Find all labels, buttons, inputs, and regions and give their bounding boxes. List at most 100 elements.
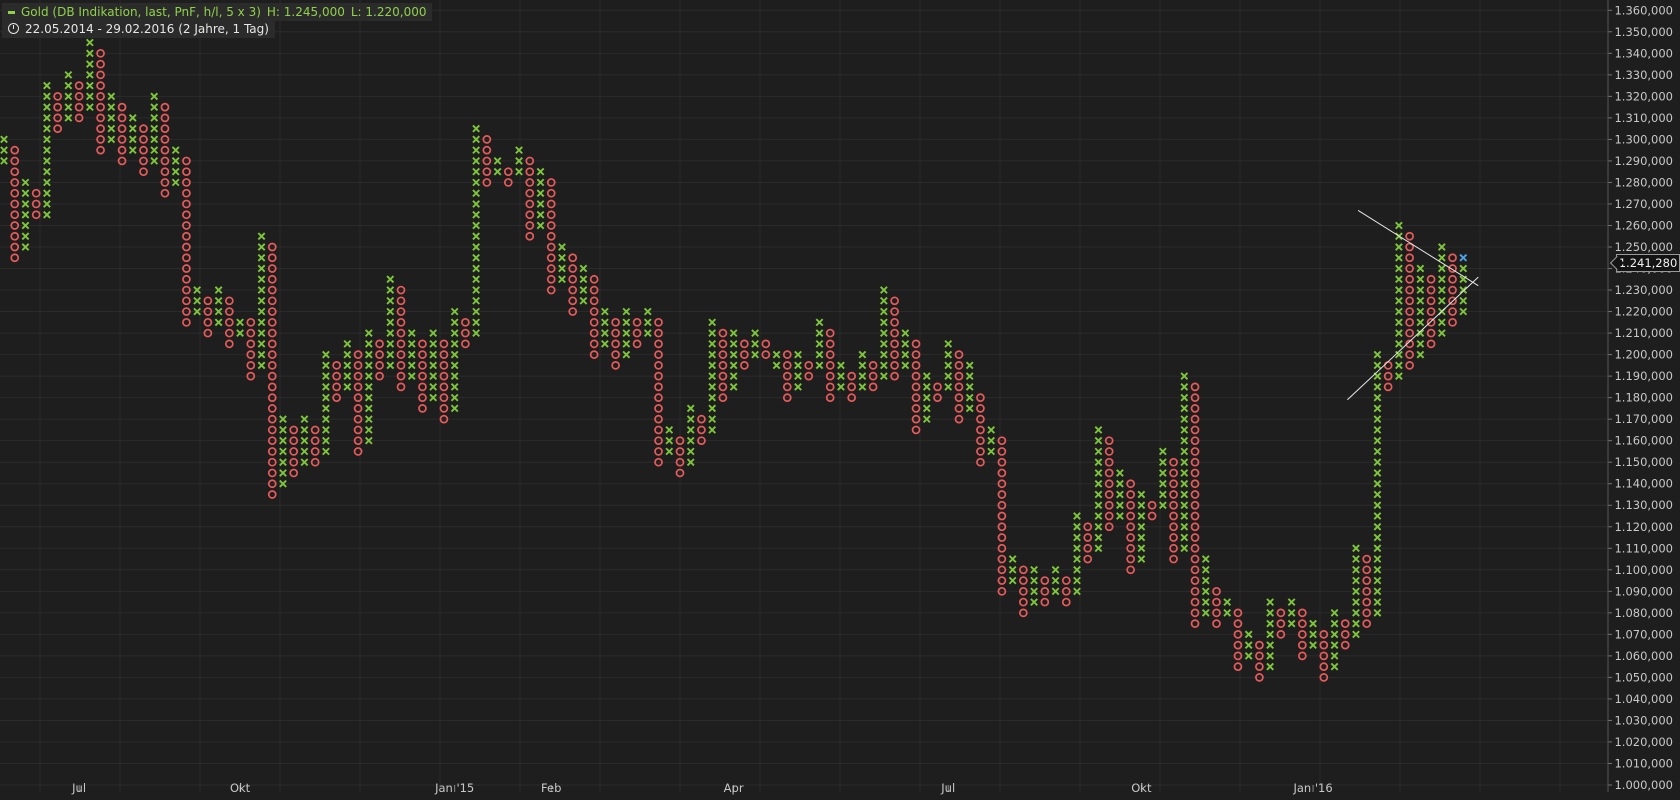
instrument-legend[interactable]: Gold (DB Indikation, last, PnF, h/l, 5 x…: [2, 3, 433, 21]
o-mark: [1126, 511, 1136, 521]
x-mark: [150, 124, 159, 133]
x-mark: [729, 350, 738, 359]
x-tick-label: Jul: [71, 781, 86, 795]
x-mark: [1158, 458, 1167, 467]
x-column: [1244, 630, 1253, 660]
o-mark: [224, 296, 234, 306]
o-mark: [332, 393, 341, 402]
o-mark: [568, 307, 578, 316]
o-mark: [332, 371, 341, 381]
x-mark: [1395, 372, 1403, 380]
x-mark: [1094, 501, 1103, 510]
o-mark: [396, 361, 406, 370]
x-mark: [1073, 555, 1081, 563]
o-mark: [1147, 511, 1157, 521]
o-mark: [160, 167, 170, 177]
o-mark: [1405, 307, 1414, 316]
o-mark: [1276, 619, 1286, 628]
x-mark: [1330, 641, 1339, 649]
o-mark: [482, 178, 492, 187]
o-mark: [10, 156, 20, 166]
x-mark: [1180, 404, 1189, 413]
o-mark: [353, 371, 363, 381]
x-mark: [1266, 598, 1275, 606]
x-mark: [279, 415, 287, 424]
x-mark: [85, 70, 94, 79]
o-mark: [525, 188, 535, 198]
y-tick-label: 1.210,000: [1614, 326, 1673, 340]
x-mark: [1459, 286, 1468, 294]
o-mark: [1169, 457, 1178, 467]
o-mark: [782, 361, 792, 370]
x-mark: [1352, 576, 1360, 585]
o-mark: [96, 48, 105, 58]
o-mark: [976, 425, 985, 435]
x-column: [429, 329, 438, 402]
x-mark: [1459, 275, 1468, 284]
x-mark: [601, 329, 609, 337]
x-mark: [751, 350, 759, 359]
o-mark: [1297, 640, 1307, 650]
period-range: 22.05.2014 - 29.02.2016 (2 Jahre, 1 Tag): [25, 22, 269, 36]
x-mark: [128, 114, 137, 122]
o-mark: [439, 414, 449, 424]
x-mark: [1180, 393, 1189, 402]
x-mark: [558, 253, 566, 262]
x-tick-label: Jan '16: [1292, 781, 1332, 795]
x-mark: [364, 339, 373, 348]
o-mark: [1061, 586, 1071, 596]
x-column: [128, 114, 137, 155]
x-mark: [708, 415, 717, 424]
o-mark: [525, 156, 535, 166]
x-mark: [837, 383, 845, 391]
y-tick-label: 1.330,000: [1614, 68, 1673, 82]
x-mark: [279, 469, 287, 477]
x-mark: [43, 103, 51, 111]
o-mark: [1426, 317, 1436, 327]
o-mark: [546, 199, 556, 209]
o-mark: [1448, 274, 1457, 284]
x-mark: [407, 339, 416, 348]
o-mark: [890, 339, 899, 349]
o-mark: [1319, 640, 1329, 650]
o-mark: [224, 339, 234, 349]
x-mark: [64, 103, 73, 111]
x-column: [1137, 490, 1146, 563]
x-mark: [43, 167, 51, 176]
o-mark: [1319, 662, 1329, 671]
x-mark: [601, 307, 609, 316]
x-mark: [150, 135, 159, 144]
x-mark: [815, 339, 824, 348]
x-mark: [879, 372, 888, 380]
x-mark: [429, 329, 438, 337]
o-mark: [182, 307, 191, 316]
x-column: [1051, 565, 1060, 596]
x-mark: [193, 307, 202, 316]
x-mark: [322, 393, 330, 402]
x-mark: [300, 447, 309, 456]
x-mark: [343, 383, 352, 391]
o-mark: [74, 81, 84, 90]
o-mark: [267, 371, 277, 381]
o-mark: [1169, 468, 1178, 478]
x-mark: [322, 426, 330, 434]
x-mark: [1437, 264, 1446, 273]
o-mark: [568, 296, 578, 306]
period-legend[interactable]: 22.05.2014 - 29.02.2016 (2 Jahre, 1 Tag): [2, 20, 275, 38]
x-mark: [1373, 587, 1382, 596]
x-mark: [987, 436, 996, 445]
o-mark: [1083, 533, 1093, 542]
x-mark: [1395, 286, 1403, 294]
trendline: [1347, 276, 1479, 401]
x-mark: [1180, 469, 1189, 477]
o-mark: [96, 70, 105, 80]
x-mark: [450, 383, 459, 391]
o-mark: [1190, 511, 1200, 521]
o-mark: [782, 350, 792, 359]
o-mark: [976, 414, 985, 424]
x-mark: [1373, 426, 1382, 434]
x-mark: [257, 350, 266, 359]
o-column: [568, 253, 578, 316]
x-mark: [1352, 598, 1360, 606]
